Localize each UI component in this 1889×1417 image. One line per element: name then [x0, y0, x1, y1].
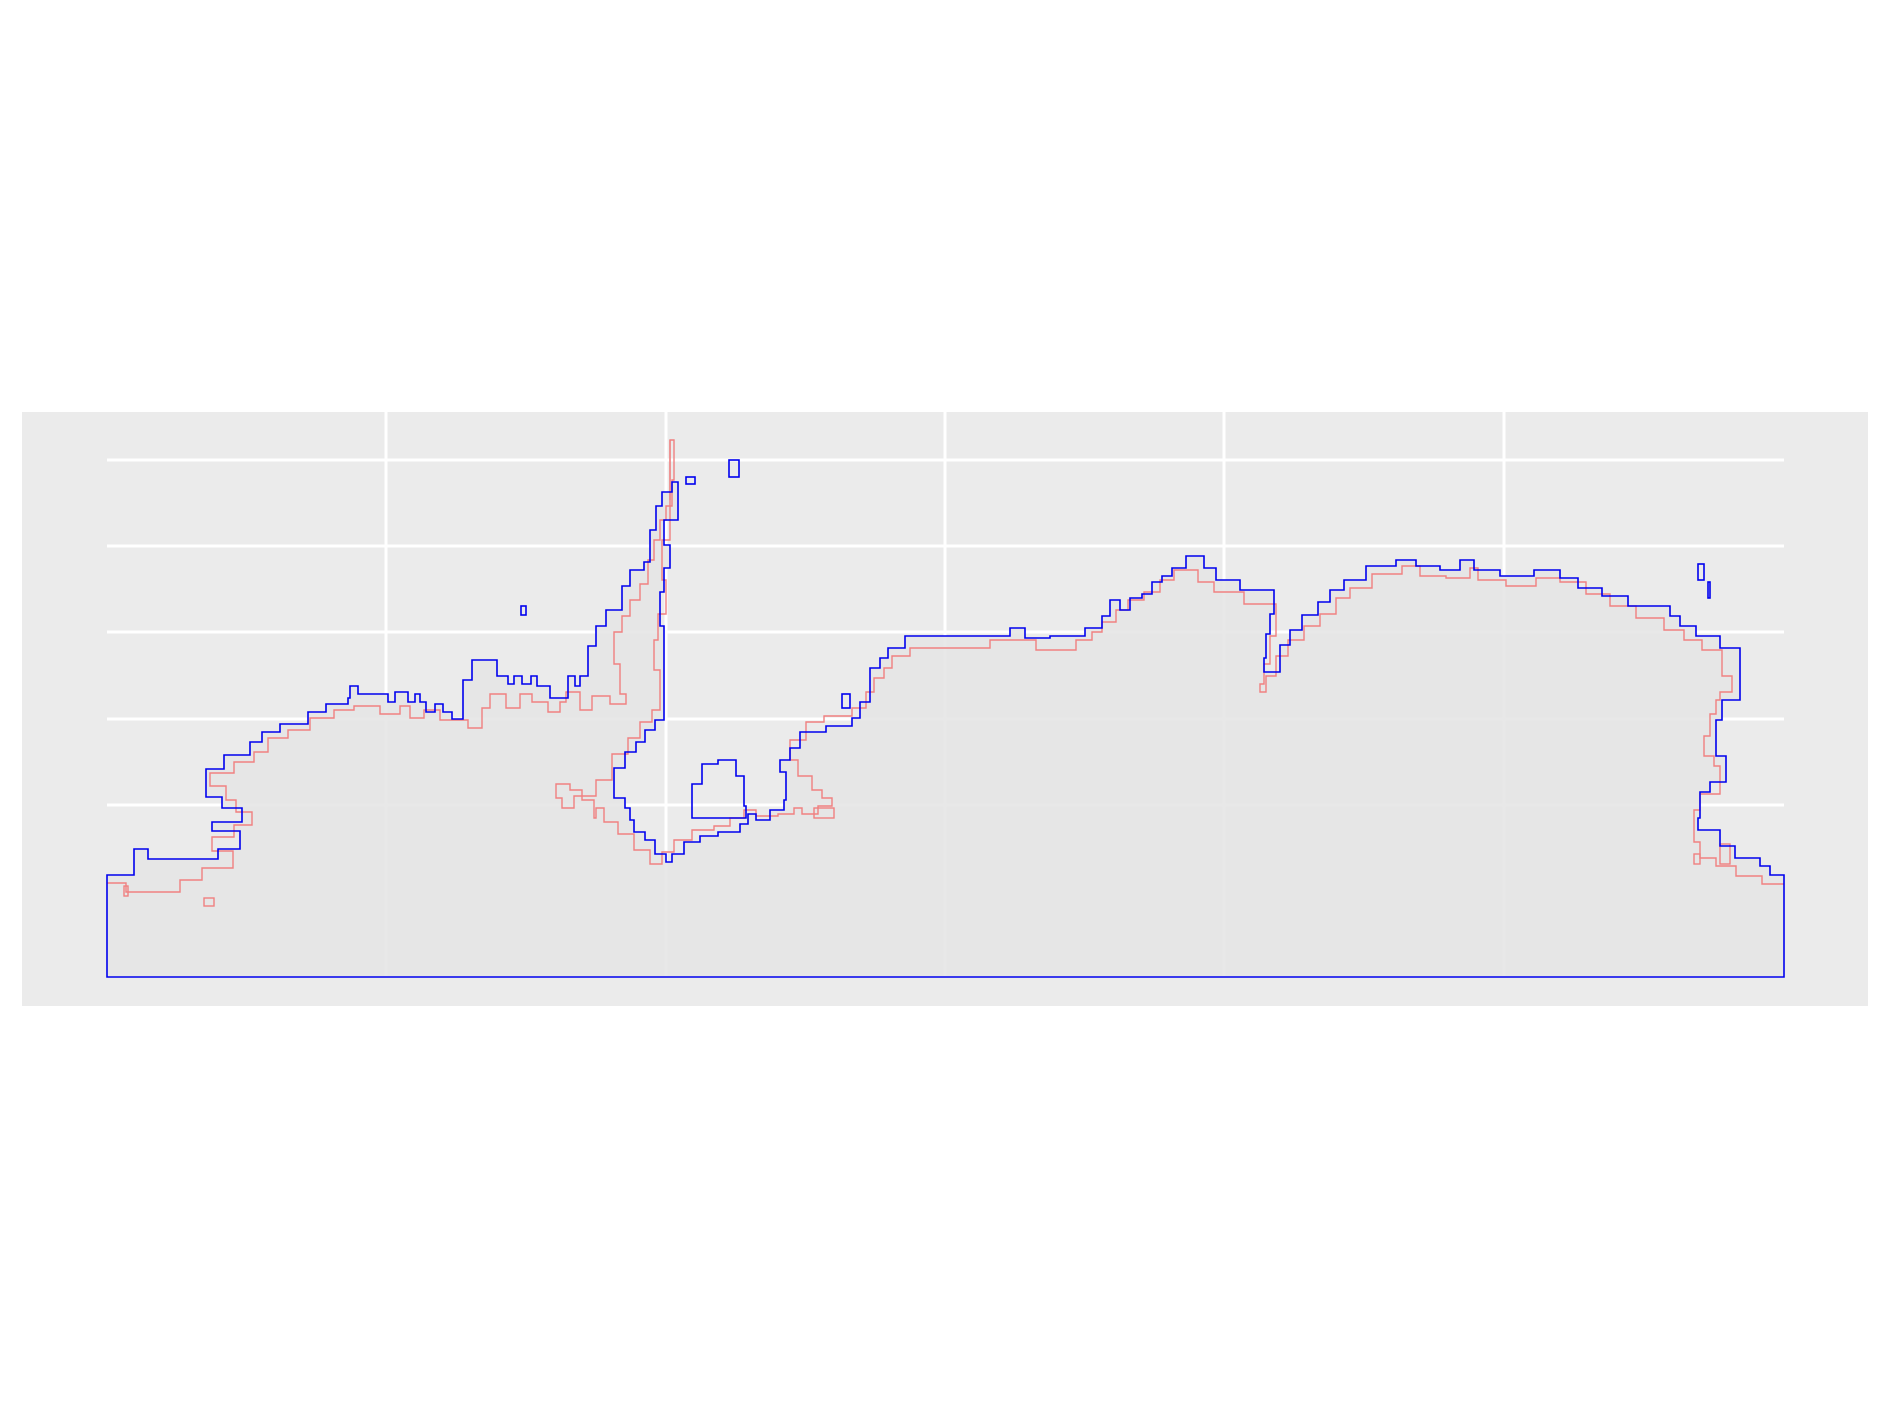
secondary-islet	[203, 897, 215, 907]
primary-islet	[728, 459, 740, 478]
outline-primary-layer	[106, 459, 1785, 978]
primary-coastline	[106, 481, 1785, 978]
primary-peninsula	[691, 759, 747, 819]
primary-islet	[841, 693, 851, 709]
primary-islet	[685, 476, 696, 485]
secondary-inlet	[813, 807, 835, 819]
primary-islet	[1697, 563, 1705, 581]
land-fill	[107, 482, 1784, 977]
secondary-islet	[1693, 853, 1701, 865]
secondary-islet	[123, 885, 129, 897]
primary-islet	[1707, 581, 1711, 599]
secondary-inlet	[1719, 843, 1731, 865]
primary-islet	[520, 605, 527, 616]
